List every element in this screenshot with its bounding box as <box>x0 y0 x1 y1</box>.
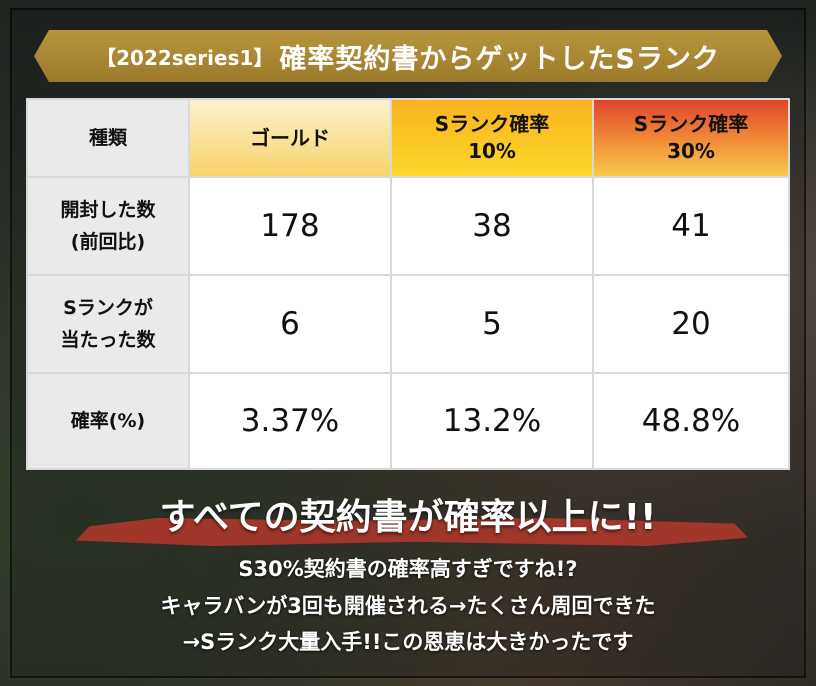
cell-rate-gold: 3.37% <box>190 374 390 468</box>
header-s30: Sランク確率 30% <box>594 100 788 176</box>
header-gold: ゴールド <box>190 100 390 176</box>
header-s10: Sランク確率 10% <box>392 100 592 176</box>
note-line-2: キャラバンが3回も開催される→たくさん周回できた <box>160 594 656 618</box>
row-hits-label-line1: Sランクが <box>63 296 153 319</box>
cell-rate-s10: 13.2% <box>392 374 592 468</box>
header-kind-text: 種類 <box>88 126 127 149</box>
row-rate-label-text: 確率(%) <box>70 409 146 432</box>
cell-rate-s30: 48.8% <box>594 374 788 468</box>
headline: すべての契約書が確率以上に!! <box>159 497 657 538</box>
row-hits-label: Sランクが 当たった数 <box>28 276 188 372</box>
row-hits-label-line2: 当たった数 <box>60 329 156 351</box>
brush-stroke-decoration <box>76 518 748 546</box>
row-opened-label-line2: (前回比) <box>70 231 146 253</box>
results-table: 種類 ゴールド Sランク確率 10% Sランク確率 30% 開封した数 (前回比… <box>26 98 790 470</box>
header-s10-line1: Sランク確率 <box>434 112 550 136</box>
header-s30-line2: 30% <box>667 139 715 163</box>
cell-hits-s10: 5 <box>392 276 592 372</box>
page-title: 確率契約書からゲットしたSランク <box>279 43 720 75</box>
cell-hits-gold: 6 <box>190 276 390 372</box>
note-line-3: →Sランク大量入手!!この恩恵は大きかったです <box>182 630 634 654</box>
title-prefix: 【2022series1】 <box>96 45 274 70</box>
row-opened-label-line1: 開封した数 <box>60 198 156 221</box>
cell-opened-gold: 178 <box>190 178 390 274</box>
title-banner: 【2022series1】 確率契約書からゲットしたSランク <box>34 30 782 82</box>
header-s30-line1: Sランク確率 <box>633 112 749 136</box>
cell-opened-s30: 41 <box>594 178 788 274</box>
note-line-1: S30%契約書の確率高すぎですね!? <box>238 557 578 581</box>
header-s10-line2: 10% <box>468 139 516 163</box>
row-rate-label: 確率(%) <box>28 374 188 468</box>
row-opened-label: 開封した数 (前回比) <box>28 178 188 274</box>
cell-opened-s10: 38 <box>392 178 592 274</box>
cell-hits-s30: 20 <box>594 276 788 372</box>
header-kind: 種類 <box>28 100 188 176</box>
header-gold-text: ゴールド <box>250 125 330 150</box>
